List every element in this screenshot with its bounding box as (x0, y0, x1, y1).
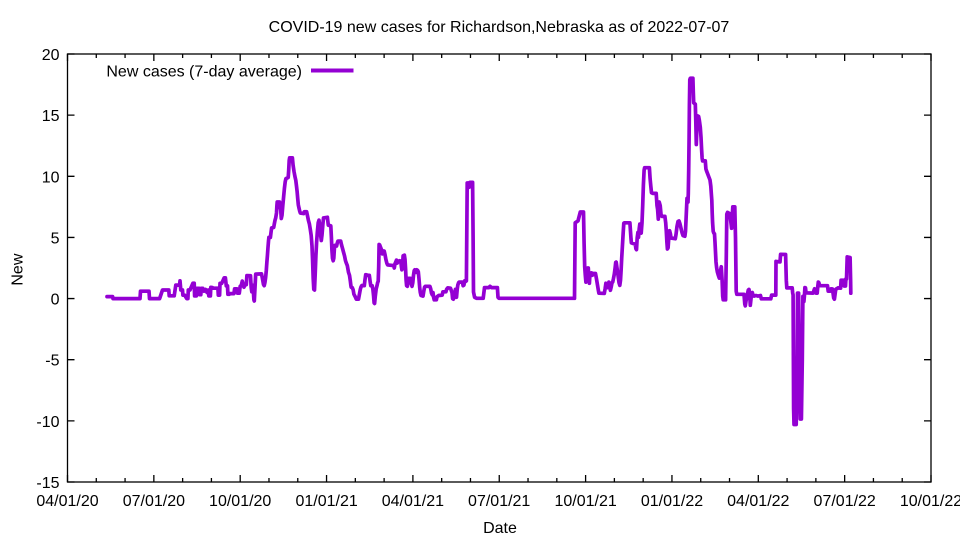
svg-text:04/01/20: 04/01/20 (36, 493, 98, 510)
svg-text:-10: -10 (36, 414, 59, 431)
svg-text:04/01/22: 04/01/22 (727, 493, 789, 510)
svg-text:15: 15 (42, 108, 60, 125)
svg-text:20: 20 (42, 47, 60, 64)
svg-text:01/01/22: 01/01/22 (641, 493, 703, 510)
svg-text:10/01/22: 10/01/22 (900, 493, 960, 510)
svg-text:07/01/22: 07/01/22 (814, 493, 876, 510)
svg-text:COVID-19 new cases for Richard: COVID-19 new cases for Richardson,Nebras… (269, 19, 730, 36)
svg-text:07/01/21: 07/01/21 (468, 493, 530, 510)
svg-text:New: New (9, 253, 26, 285)
svg-text:10/01/21: 10/01/21 (554, 493, 616, 510)
svg-text:07/01/20: 07/01/20 (123, 493, 185, 510)
svg-text:0: 0 (51, 292, 60, 309)
svg-text:5: 5 (51, 230, 60, 247)
svg-text:New cases (7-day average): New cases (7-day average) (106, 63, 302, 80)
svg-text:-15: -15 (36, 475, 59, 492)
svg-text:Date: Date (483, 520, 517, 537)
svg-text:01/01/21: 01/01/21 (295, 493, 357, 510)
svg-text:-5: -5 (45, 353, 59, 370)
svg-text:10: 10 (42, 169, 60, 186)
svg-text:10/01/20: 10/01/20 (209, 493, 271, 510)
svg-text:04/01/21: 04/01/21 (382, 493, 444, 510)
